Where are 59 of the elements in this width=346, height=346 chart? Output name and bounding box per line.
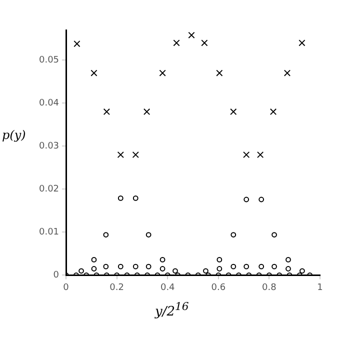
point	[78, 268, 84, 274]
point	[91, 257, 97, 262]
point	[244, 196, 250, 202]
y-tick-label: 0.05	[38, 55, 60, 66]
point	[286, 257, 291, 262]
point	[173, 40, 180, 46]
y-tick-label: 0.02	[38, 184, 60, 195]
point	[272, 264, 277, 270]
point	[284, 70, 291, 76]
point	[300, 268, 305, 274]
point	[118, 264, 124, 270]
point	[91, 266, 97, 272]
point	[146, 232, 152, 238]
point	[160, 266, 166, 272]
point	[74, 40, 80, 48]
point	[160, 257, 166, 262]
point	[258, 264, 264, 270]
point	[286, 266, 291, 272]
point	[256, 151, 264, 158]
point	[103, 232, 109, 238]
point	[117, 151, 124, 158]
point	[132, 264, 138, 270]
point	[132, 196, 138, 201]
y-axis-title: p(y)	[2, 128, 26, 142]
point	[103, 108, 110, 116]
point	[298, 40, 306, 46]
x-tick-label: 0	[63, 282, 70, 293]
point	[146, 264, 152, 270]
point	[216, 266, 222, 272]
y-tick-label: 0.01	[38, 228, 60, 238]
x-axis-title: y/2$^{16}$	[155, 300, 189, 320]
point	[159, 70, 166, 76]
point	[270, 108, 277, 116]
point	[188, 32, 195, 38]
x-tick-label: 0.6	[211, 282, 226, 293]
point	[203, 268, 208, 274]
y-tick-label: 0.03	[38, 141, 60, 152]
point	[103, 264, 109, 270]
point	[230, 108, 237, 116]
point	[272, 232, 277, 238]
point	[230, 264, 236, 270]
y-tick-label: 0.04	[38, 98, 60, 108]
point	[172, 268, 178, 274]
point	[243, 151, 250, 158]
point	[132, 151, 139, 158]
point	[216, 257, 222, 262]
point	[90, 70, 98, 76]
x-tick-label: 1	[317, 282, 323, 293]
point	[230, 232, 236, 238]
point	[201, 40, 208, 46]
y-tick-label: 0	[53, 270, 60, 281]
x-tick-label: 0.2	[110, 282, 124, 293]
x-tick-label: 0.4	[160, 282, 176, 293]
point	[244, 264, 250, 270]
point	[258, 196, 264, 202]
point	[118, 196, 124, 201]
point	[216, 70, 223, 76]
point	[143, 108, 150, 116]
x-tick-label: 0.8	[262, 282, 277, 293]
